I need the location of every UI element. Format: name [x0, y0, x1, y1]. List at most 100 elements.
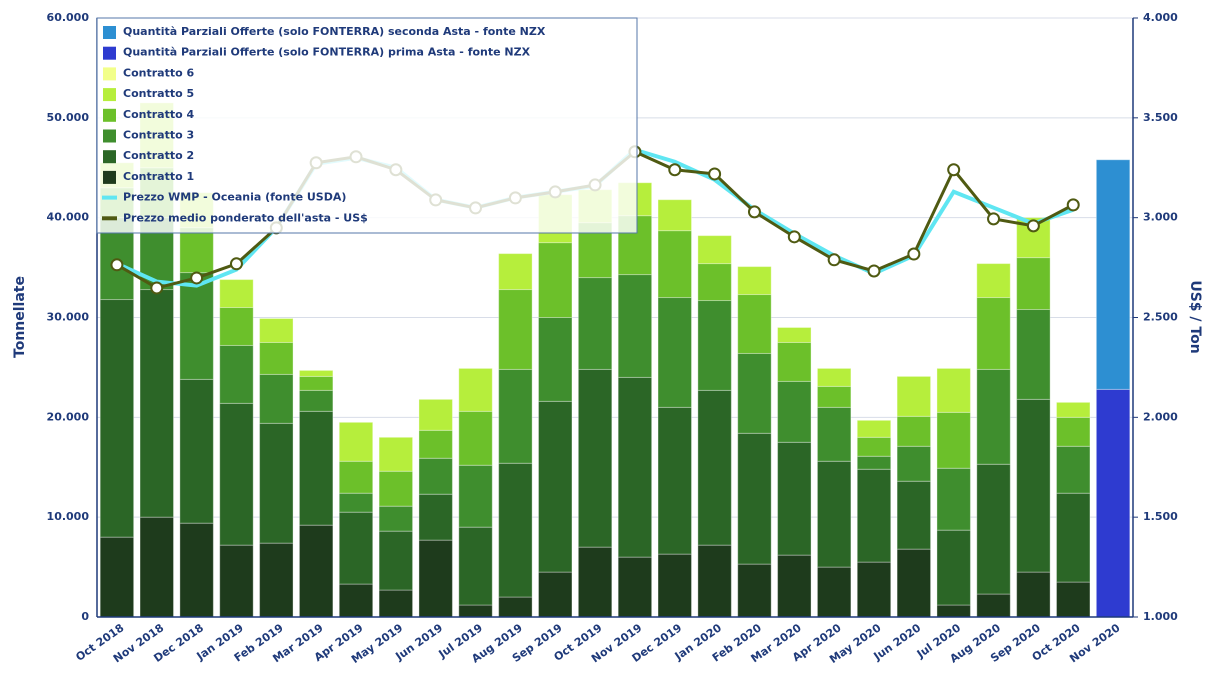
bar: [856, 468, 892, 563]
bar: [338, 492, 374, 513]
bar: [338, 421, 374, 462]
bar: [458, 526, 493, 606]
bar: [737, 352, 772, 434]
line-marker: [708, 167, 722, 181]
bar: [617, 376, 653, 558]
bar: [737, 432, 772, 565]
legend-swatch: [103, 88, 116, 102]
bar: [418, 429, 453, 459]
bar: [737, 294, 772, 354]
y2-tick-label: 2.500: [1143, 311, 1178, 324]
bar: [976, 263, 1011, 299]
bar: [139, 516, 175, 618]
bar: [537, 317, 573, 402]
bar: [1055, 416, 1091, 447]
bar: [179, 272, 214, 380]
bar: [816, 385, 852, 408]
y-tick-label: 30.000: [47, 311, 90, 324]
bar: [896, 548, 932, 618]
bar: [657, 406, 693, 555]
bar: [1055, 445, 1091, 494]
legend-swatch: [103, 46, 116, 60]
legend-swatch: [103, 170, 116, 184]
bar: [458, 604, 493, 618]
line-marker: [747, 205, 761, 219]
legend-label: Contratto 2: [123, 149, 194, 162]
y-tick-label: 0: [81, 610, 89, 623]
bar: [99, 536, 135, 618]
legend-label: Prezzo WMP - Oceania (fonte USDA): [123, 191, 346, 204]
bar: [537, 571, 573, 618]
bar: [458, 464, 493, 528]
line-marker: [668, 163, 682, 177]
bar: [179, 227, 214, 274]
bar: [816, 406, 852, 462]
bar: [498, 596, 533, 618]
y-tick-label: 50.000: [47, 111, 90, 124]
bar: [856, 455, 892, 470]
bar: [219, 279, 254, 309]
y-axis-title: Tonnellate: [12, 276, 28, 358]
line-marker: [987, 212, 1001, 226]
bar: [298, 375, 334, 391]
bar: [259, 422, 294, 544]
legend-swatch: [103, 129, 116, 143]
bar: [1095, 388, 1131, 618]
y2-tick-label: 4.000: [1143, 11, 1178, 24]
legend-label: Contratto 1: [123, 170, 194, 183]
bar: [219, 544, 254, 618]
bar: [219, 307, 254, 346]
bar: [378, 436, 414, 472]
line-marker: [229, 257, 243, 271]
bar: [498, 253, 533, 291]
bar: [577, 277, 613, 370]
bar: [896, 375, 932, 417]
bar: [1016, 309, 1051, 400]
bar: [537, 400, 573, 573]
bar: [259, 341, 294, 375]
line-marker: [867, 264, 881, 278]
bar: [657, 199, 693, 232]
bar: [856, 436, 892, 457]
y-tick-label: 20.000: [47, 410, 90, 423]
bar: [1055, 581, 1091, 618]
bar: [896, 445, 932, 482]
bar: [179, 522, 214, 618]
bar: [378, 470, 414, 507]
bar: [816, 566, 852, 618]
legend-swatch: [103, 150, 116, 164]
bar: [777, 380, 812, 443]
legend-swatch: [103, 26, 116, 39]
bar: [418, 398, 453, 431]
y2-tick-label: 2.000: [1143, 410, 1178, 423]
bar: [976, 593, 1011, 618]
line-marker: [110, 258, 124, 272]
y2-tick-label: 3.000: [1143, 211, 1178, 224]
bar: [617, 556, 653, 618]
bar: [418, 493, 453, 541]
line-marker: [1026, 219, 1040, 233]
legend-label: Prezzo medio ponderato dell'asta - US$: [123, 211, 368, 224]
legend-label: Contratto 3: [123, 129, 194, 142]
bar: [816, 367, 852, 387]
bar: [657, 553, 693, 618]
bar: [498, 289, 533, 370]
bar: [697, 389, 732, 546]
bar: [737, 563, 772, 618]
bar: [777, 341, 812, 382]
bar: [418, 539, 453, 618]
bar: [1016, 398, 1051, 573]
legend-label: Quantità Parziali Offerte (solo FONTERRA…: [123, 25, 546, 38]
legend-label: Contratto 6: [123, 66, 194, 79]
bar: [259, 542, 294, 618]
bar: [697, 235, 732, 265]
bar: [936, 367, 971, 413]
bar: [936, 411, 971, 469]
y-tick-label: 40.000: [47, 211, 90, 224]
bar: [378, 505, 414, 532]
legend-label: Contratto 4: [123, 108, 194, 121]
line-marker: [787, 230, 801, 244]
bar: [259, 373, 294, 424]
line-marker: [827, 253, 841, 267]
